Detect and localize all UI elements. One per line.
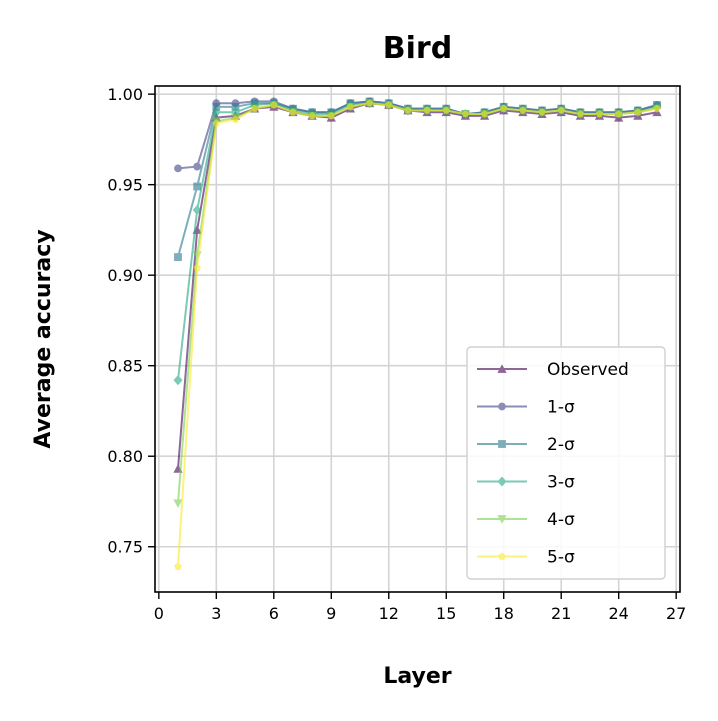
y-tick-label: 0.85	[107, 357, 143, 376]
data-point	[538, 108, 546, 116]
data-point	[480, 110, 489, 118]
legend-label: 5-σ	[547, 548, 575, 568]
data-point	[461, 110, 470, 118]
legend-swatch	[477, 515, 527, 524]
x-tick-label: 0	[154, 604, 164, 623]
x-tick-label: 27	[666, 604, 686, 623]
data-point	[327, 111, 336, 120]
legend-label: 1-σ	[547, 398, 575, 418]
legend-marker	[497, 476, 507, 487]
x-tick-label: 12	[379, 604, 399, 623]
x-tick-label: 21	[551, 604, 571, 623]
data-point	[289, 108, 297, 116]
data-point	[173, 499, 183, 509]
y-tick-label: 0.90	[107, 266, 143, 285]
data-point	[308, 111, 316, 120]
legend-box	[466, 346, 666, 580]
data-point	[193, 263, 201, 272]
x-axis-label: Layer	[383, 664, 451, 689]
x-tick-label: 24	[609, 604, 629, 623]
data-point	[423, 106, 431, 114]
legend-item: 2-σ	[477, 435, 575, 455]
data-point	[193, 162, 202, 171]
plot-frame	[154, 85, 681, 593]
data-point	[174, 562, 182, 570]
legend-item: 4-σ	[477, 510, 575, 530]
series-5	[174, 99, 661, 570]
legend-marker	[498, 402, 506, 411]
legend-label: 4-σ	[547, 510, 575, 530]
data-point	[519, 106, 527, 114]
chart-title: Bird	[383, 31, 452, 66]
data-point	[595, 110, 604, 118]
legend-swatch	[477, 402, 527, 411]
data-point	[404, 106, 412, 114]
legend-item: 5-σ	[477, 548, 575, 568]
legend-item: Observed	[477, 360, 629, 380]
data-point	[384, 101, 393, 109]
y-tick-label: 0.75	[107, 538, 143, 557]
data-point	[499, 104, 508, 112]
y-tick-label: 0.95	[107, 176, 143, 195]
legend-swatch	[477, 440, 527, 448]
data-point	[442, 106, 451, 114]
legend-swatch	[477, 476, 527, 487]
legend-marker	[497, 364, 507, 373]
x-tick-label: 18	[494, 604, 514, 623]
data-point	[557, 106, 565, 114]
data-point	[174, 253, 182, 261]
legend-marker	[498, 440, 506, 448]
legend-swatch	[477, 364, 527, 373]
data-point	[211, 107, 221, 118]
data-point	[193, 182, 202, 191]
x-tick-label: 15	[436, 604, 456, 623]
data-point	[270, 101, 278, 109]
legend-item: 1-σ	[477, 398, 575, 418]
data-point	[212, 119, 221, 127]
data-point	[174, 164, 182, 173]
legend-label: Observed	[547, 360, 629, 380]
axis-ticks: 0 3 6 9 12 15 18 21 24 27 0.75 0.80 0.85 0.90 0.95 1.00	[107, 85, 686, 623]
legend: Observed 1-σ 2-σ 3-σ 4-σ 5-σ	[466, 346, 666, 580]
legend-marker	[497, 515, 507, 524]
legend-marker	[498, 552, 506, 560]
data-point	[576, 110, 585, 118]
data-point	[173, 375, 183, 386]
y-tick-label: 0.80	[107, 447, 143, 466]
legend-item: 3-σ	[477, 473, 575, 493]
y-tick-label: 1.00	[107, 85, 143, 104]
legend-label: 3-σ	[547, 473, 575, 493]
x-tick-label: 9	[326, 604, 336, 623]
data-point	[250, 104, 259, 112]
legend-label: 2-σ	[547, 435, 575, 455]
data-point	[365, 99, 374, 107]
x-tick-label: 3	[211, 604, 221, 623]
data-point	[614, 110, 623, 118]
data-point	[346, 102, 355, 111]
x-tick-label: 6	[269, 604, 279, 623]
series-group	[173, 97, 662, 570]
data-point	[231, 115, 240, 123]
data-point	[653, 104, 661, 112]
y-axis-label: Average accuracy	[31, 229, 56, 448]
data-point	[634, 108, 642, 116]
data-point	[192, 204, 202, 216]
legend-swatch	[477, 552, 527, 560]
